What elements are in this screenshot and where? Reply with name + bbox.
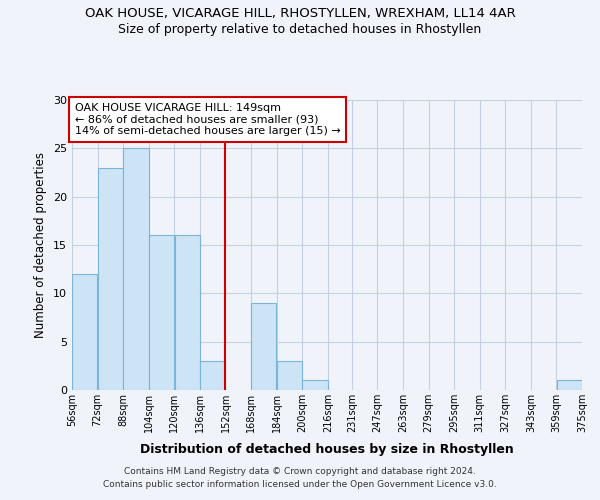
Text: OAK HOUSE VICARAGE HILL: 149sqm
← 86% of detached houses are smaller (93)
14% of: OAK HOUSE VICARAGE HILL: 149sqm ← 86% of… [74,103,340,136]
Bar [149,236,174,390]
Y-axis label: Number of detached properties: Number of detached properties [34,152,47,338]
Bar [72,274,97,390]
Bar [200,361,225,390]
Bar [124,148,149,390]
Text: Contains HM Land Registry data © Crown copyright and database right 2024.: Contains HM Land Registry data © Crown c… [124,467,476,476]
Text: Size of property relative to detached houses in Rhostyllen: Size of property relative to detached ho… [118,22,482,36]
Bar [251,303,277,390]
Bar [98,168,123,390]
Text: Distribution of detached houses by size in Rhostyllen: Distribution of detached houses by size … [140,442,514,456]
Text: OAK HOUSE, VICARAGE HILL, RHOSTYLLEN, WREXHAM, LL14 4AR: OAK HOUSE, VICARAGE HILL, RHOSTYLLEN, WR… [85,8,515,20]
Text: Contains public sector information licensed under the Open Government Licence v3: Contains public sector information licen… [103,480,497,489]
Bar [302,380,328,390]
Bar [277,361,302,390]
Bar [175,236,200,390]
Bar [557,380,582,390]
